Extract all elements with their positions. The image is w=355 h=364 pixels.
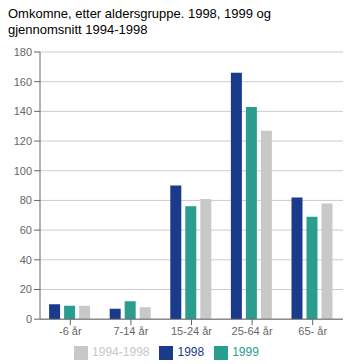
html-text:1994-1998: 1994-1998	[92, 345, 150, 360]
svg-text:25-64 år: 25-64 år	[232, 325, 273, 337]
html-text:1998: 1998	[177, 345, 205, 360]
html-text:1999: 1999	[232, 345, 259, 360]
svg-text:180: 180	[14, 46, 32, 58]
svg-text:60: 60	[20, 224, 32, 236]
svg-text:100: 100	[14, 165, 32, 177]
svg-text:7-14 år: 7-14 år	[113, 325, 148, 337]
svg-text:65- år: 65- år	[298, 325, 327, 337]
svg-text:40: 40	[20, 254, 32, 266]
svg-text:20: 20	[20, 283, 32, 295]
svg-text:0: 0	[26, 313, 32, 325]
svg-text:140: 140	[14, 105, 32, 117]
svg-text:160: 160	[14, 76, 32, 88]
svg-text:120: 120	[14, 135, 32, 147]
html-text:Omkomne, etter aldersgruppe. 1: Omkomne, etter aldersgruppe. 1998, 1999 …	[8, 6, 272, 37]
svg-text:-6 år: -6 år	[59, 325, 82, 337]
svg-text:80: 80	[20, 194, 32, 206]
svg-text:15-24 år: 15-24 år	[171, 325, 212, 337]
